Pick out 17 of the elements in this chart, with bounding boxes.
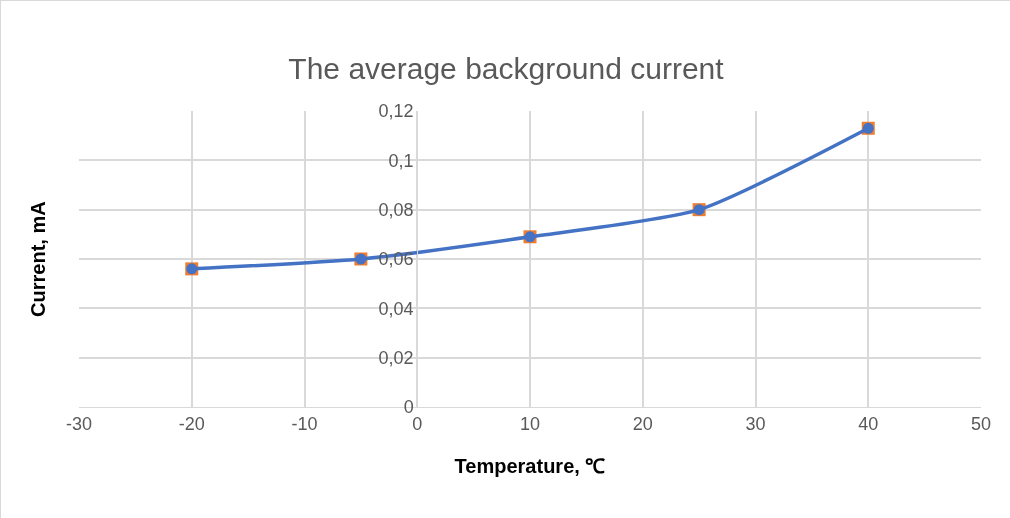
y-tick-label: 0,02 — [378, 347, 414, 368]
x-tick-label: -20 — [178, 413, 205, 434]
y-tick-label: 0,08 — [378, 199, 414, 220]
x-tick-label: 40 — [858, 413, 879, 434]
x-tick-label: -30 — [65, 413, 93, 434]
x-tick-label: -10 — [291, 413, 318, 434]
y-axis-title: Current, mA — [26, 201, 49, 317]
x-tick-label: 50 — [970, 413, 992, 434]
x-tick-label: 20 — [632, 413, 653, 434]
y-tick-label: 0,1 — [388, 150, 414, 171]
x-tick-label: 10 — [519, 413, 541, 434]
y-tick-label: 0,04 — [378, 298, 414, 319]
x-tick-label: 30 — [745, 413, 766, 434]
y-tick-label: 0,12 — [378, 101, 414, 122]
y-tick-label: 0 — [403, 397, 414, 418]
chart-title: The average background current — [288, 51, 725, 85]
x-axis-title: Temperature, ℃ — [454, 455, 606, 478]
